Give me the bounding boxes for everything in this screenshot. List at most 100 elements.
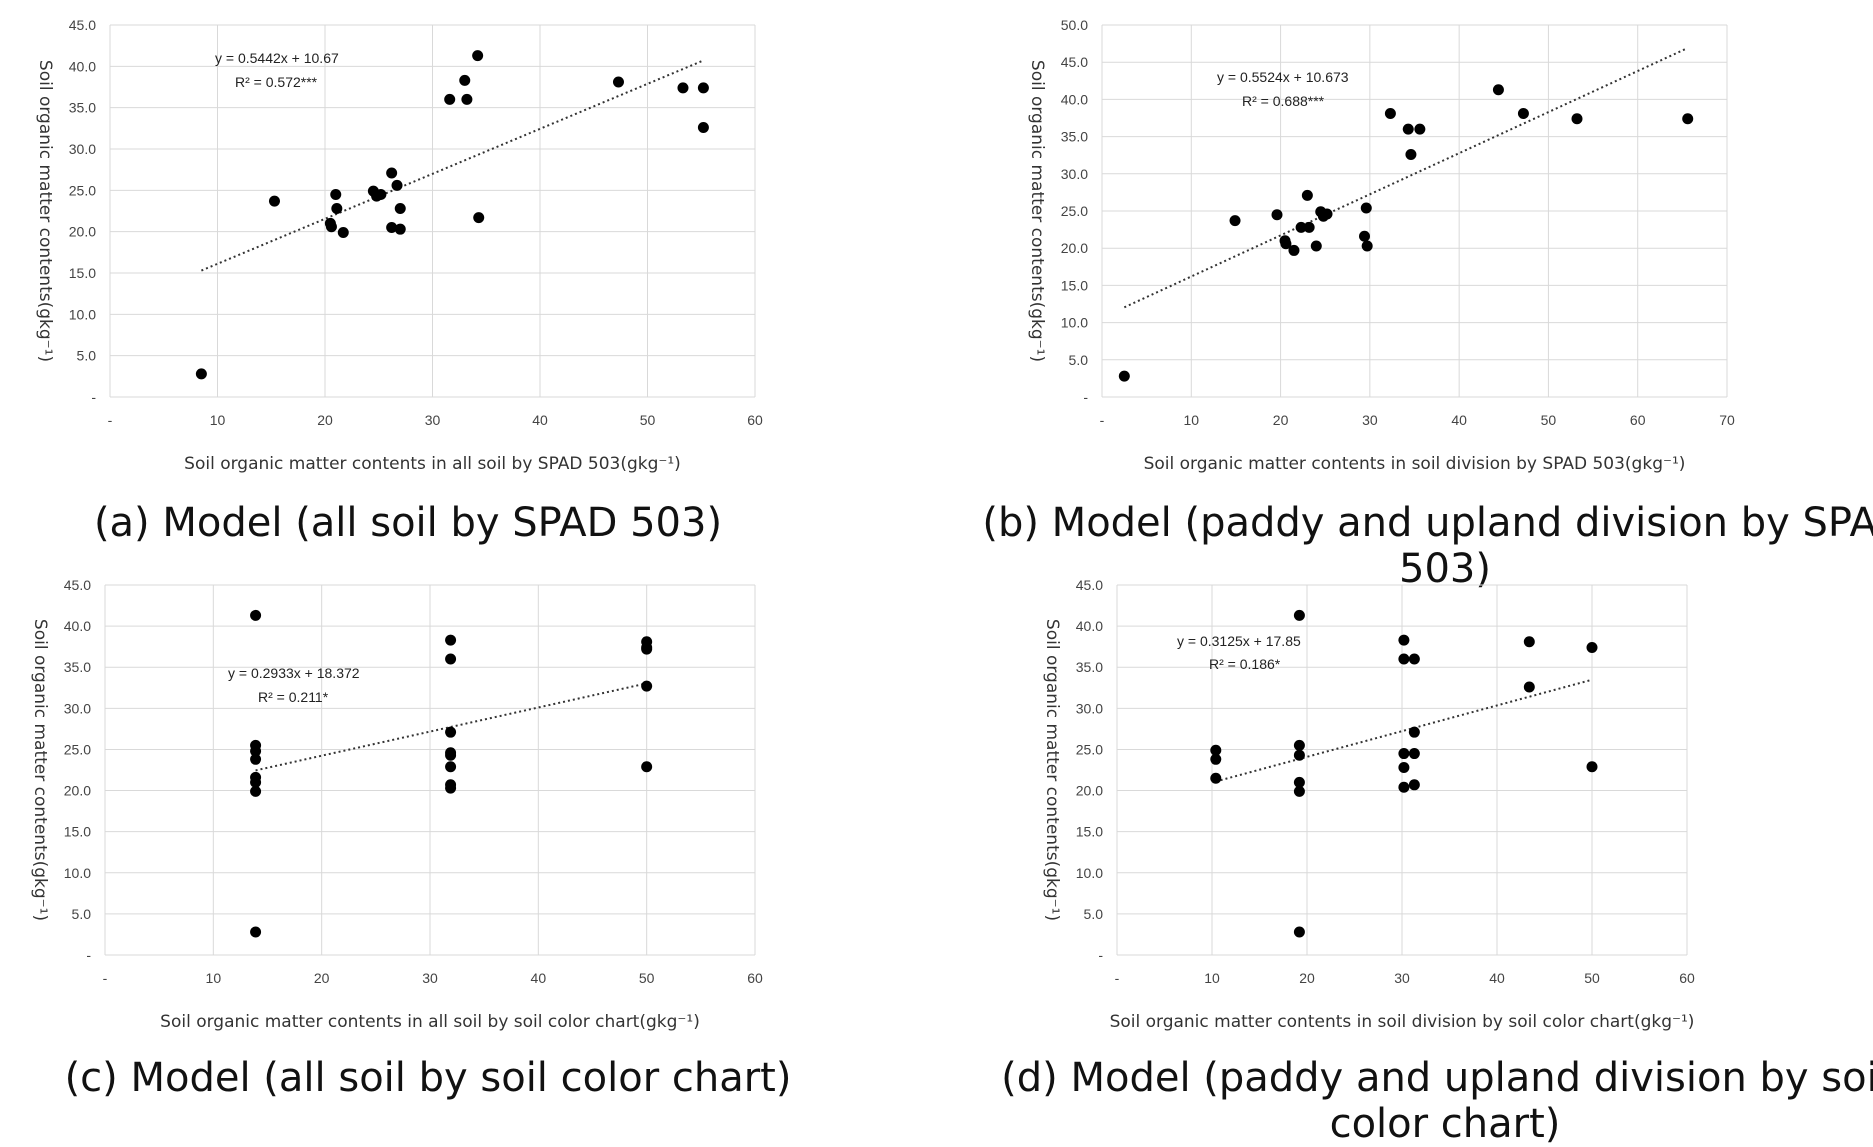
data-point bbox=[1402, 123, 1414, 135]
data-point bbox=[195, 368, 207, 380]
data-point bbox=[375, 188, 387, 200]
data-point bbox=[394, 203, 406, 215]
y-tick-label: 40.0 bbox=[1076, 618, 1103, 634]
x-tick-label: 10 bbox=[1204, 970, 1220, 986]
data-point bbox=[250, 776, 262, 788]
data-point bbox=[473, 212, 485, 224]
y-tick-label: 45.0 bbox=[1076, 577, 1103, 593]
x-tick-label: - bbox=[1100, 412, 1105, 428]
y-tick-label: 20.0 bbox=[69, 224, 96, 240]
x-tick-label: 50 bbox=[640, 412, 656, 428]
chart-panel-b: - 5.0 10.0 15.0 20.0 25.0 30.0 35.0 40.0 45.0 50.0… bbox=[937, 0, 1873, 592]
data-point bbox=[459, 74, 471, 86]
data-point bbox=[331, 203, 343, 215]
data-point bbox=[1398, 762, 1410, 774]
data-point bbox=[250, 926, 262, 938]
y-tick-label: 5.0 bbox=[72, 906, 92, 922]
y-tick-label: 5.0 bbox=[1084, 906, 1104, 922]
x-axis-title: Soil organic matter contents in all soil… bbox=[160, 1012, 700, 1032]
y-tick-label: 45.0 bbox=[64, 577, 91, 593]
x-tick-label: 10 bbox=[210, 412, 226, 428]
trendline bbox=[200, 59, 704, 272]
regression-equation: y = 0.5442x + 10.67 bbox=[215, 50, 339, 66]
y-tick-label: - bbox=[86, 947, 91, 963]
data-point bbox=[1408, 748, 1420, 760]
data-point bbox=[697, 82, 709, 94]
scatter-plot-a: - 5.0 10.0 15.0 20.0 25.0 30.0 35.0 40.0 45.0 - 10 2… bbox=[35, 17, 763, 474]
x-axis-title: Soil organic matter contents in all soil… bbox=[184, 454, 681, 474]
x-tick-label: 30 bbox=[425, 412, 441, 428]
y-tick-label: 20.0 bbox=[64, 783, 91, 799]
x-tick-label: 30 bbox=[1394, 970, 1410, 986]
y-tick-label: 40.0 bbox=[64, 618, 91, 634]
data-point bbox=[1210, 753, 1222, 765]
data-point bbox=[330, 188, 342, 200]
data-point bbox=[1682, 113, 1694, 125]
data-point bbox=[250, 745, 262, 757]
y-axis-title: Soil organic matter contents(gkg⁻¹) bbox=[1027, 60, 1047, 362]
x-tick-label: - bbox=[103, 970, 108, 986]
data-point bbox=[1586, 641, 1598, 653]
trendline bbox=[1123, 47, 1688, 309]
y-tick-label: 45.0 bbox=[69, 17, 96, 33]
data-point bbox=[1303, 221, 1315, 233]
regression-equation: y = 0.5524x + 10.673 bbox=[1217, 69, 1349, 85]
y-tick-label: - bbox=[1098, 947, 1103, 963]
r-squared-label: R² = 0.688*** bbox=[1242, 93, 1325, 109]
data-point bbox=[445, 749, 457, 761]
x-tick-label: 60 bbox=[1630, 412, 1646, 428]
y-tick-label: 25.0 bbox=[1076, 741, 1103, 757]
data-point bbox=[1310, 240, 1322, 252]
x-tick-label: 40 bbox=[532, 412, 548, 428]
x-tick-label: 60 bbox=[747, 412, 763, 428]
data-point bbox=[1408, 653, 1420, 665]
x-tick-label: 50 bbox=[1584, 970, 1600, 986]
data-point bbox=[1118, 370, 1130, 382]
y-tick-label: 5.0 bbox=[77, 348, 97, 364]
chart-panel-a: - 5.0 10.0 15.0 20.0 25.0 30.0 35.0 40.0 45.0 - 10 2… bbox=[0, 0, 936, 554]
data-point bbox=[1293, 749, 1305, 761]
data-point bbox=[1321, 208, 1333, 220]
data-point bbox=[445, 634, 457, 646]
y-tick-label: 5.0 bbox=[1069, 352, 1089, 368]
r-squared-label: R² = 0.211* bbox=[258, 689, 329, 705]
data-point bbox=[445, 782, 457, 794]
y-tick-label: 50.0 bbox=[1061, 17, 1088, 33]
data-point bbox=[1398, 748, 1410, 760]
y-tick-label: 10.0 bbox=[64, 865, 91, 881]
x-tick-label: 30 bbox=[1362, 412, 1378, 428]
x-axis-title: Soil organic matter contents in soil div… bbox=[1110, 1012, 1695, 1032]
chart-caption: (c) Model (all soil by soil color chart) bbox=[64, 1055, 792, 1101]
data-point bbox=[386, 222, 398, 234]
y-tick-label: 40.0 bbox=[69, 58, 96, 74]
data-point bbox=[1293, 785, 1305, 797]
data-point bbox=[268, 195, 280, 207]
data-point bbox=[1271, 209, 1283, 221]
x-tick-label: 70 bbox=[1719, 412, 1735, 428]
data-point bbox=[641, 643, 653, 655]
x-tick-label: 40 bbox=[1489, 970, 1505, 986]
data-point bbox=[1229, 215, 1241, 227]
chart-panel-d: - 5.0 10.0 15.0 20.0 25.0 30.0 35.0 40.0 45.0 - 10 2… bbox=[937, 555, 1873, 1147]
data-point bbox=[1384, 108, 1396, 120]
data-point bbox=[612, 76, 624, 88]
x-tick-label: 40 bbox=[1451, 412, 1467, 428]
x-tick-label: 50 bbox=[1541, 412, 1557, 428]
y-axis-title: Soil organic matter contents(gkg⁻¹) bbox=[30, 619, 50, 921]
data-point bbox=[445, 761, 457, 773]
y-tick-label: 35.0 bbox=[69, 100, 96, 116]
data-point bbox=[391, 179, 403, 191]
data-point bbox=[1408, 726, 1420, 738]
data-point bbox=[1210, 772, 1222, 784]
regression-equation: y = 0.3125x + 17.85 bbox=[1177, 633, 1301, 649]
y-tick-label: - bbox=[91, 389, 96, 405]
data-point bbox=[1414, 123, 1426, 135]
data-point bbox=[1523, 681, 1535, 693]
data-point bbox=[386, 167, 398, 179]
y-tick-label: 35.0 bbox=[1076, 659, 1103, 675]
y-tick-label: 45.0 bbox=[1061, 54, 1088, 70]
scatter-plot-b: - 5.0 10.0 15.0 20.0 25.0 30.0 35.0 40.0 45.0 50.0… bbox=[1027, 17, 1735, 474]
scatter-plot-c: - 5.0 10.0 15.0 20.0 25.0 30.0 35.0 40.0 45.0 - 10 2… bbox=[30, 577, 763, 1032]
data-point bbox=[337, 226, 349, 238]
x-tick-label: 20 bbox=[1273, 412, 1289, 428]
